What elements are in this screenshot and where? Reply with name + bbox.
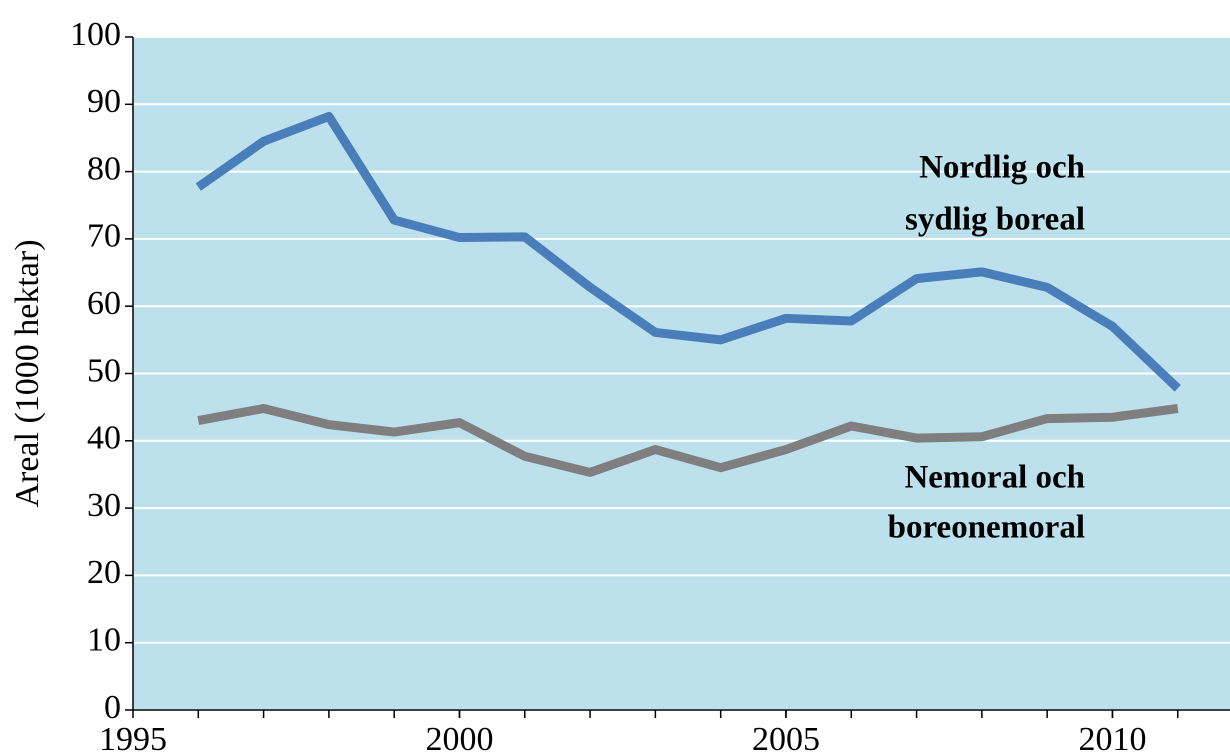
y-tick-label: 80 bbox=[87, 150, 121, 187]
series-line bbox=[195, 111, 1181, 392]
y-tick-label: 50 bbox=[87, 352, 121, 389]
annotation: sydlig boreal bbox=[905, 202, 1085, 238]
y-tick-label: 60 bbox=[87, 285, 121, 322]
x-tick-label: 2000 bbox=[425, 721, 493, 756]
y-tick-label: 20 bbox=[87, 554, 121, 591]
y-tick-label: 70 bbox=[87, 218, 121, 255]
y-tick-label: 10 bbox=[87, 621, 121, 658]
x-tick-label: 1995 bbox=[99, 721, 167, 756]
x-tick-label: 2010 bbox=[1078, 721, 1146, 756]
y-tick-label: 100 bbox=[70, 16, 121, 53]
y-tick-label: 30 bbox=[87, 487, 121, 524]
annotation: Nemoral och bbox=[904, 460, 1085, 496]
y-tick-label: 90 bbox=[87, 83, 121, 120]
y-axis-label: Areal (1000 hektar) bbox=[9, 239, 46, 507]
annotation: boreonemoral bbox=[888, 510, 1085, 546]
annotation: Nordlig och bbox=[919, 150, 1085, 186]
y-tick-label: 0 bbox=[104, 689, 121, 726]
y-tick-label: 40 bbox=[87, 420, 121, 457]
series-line bbox=[197, 403, 1179, 477]
x-tick-label: 2005 bbox=[752, 721, 820, 756]
